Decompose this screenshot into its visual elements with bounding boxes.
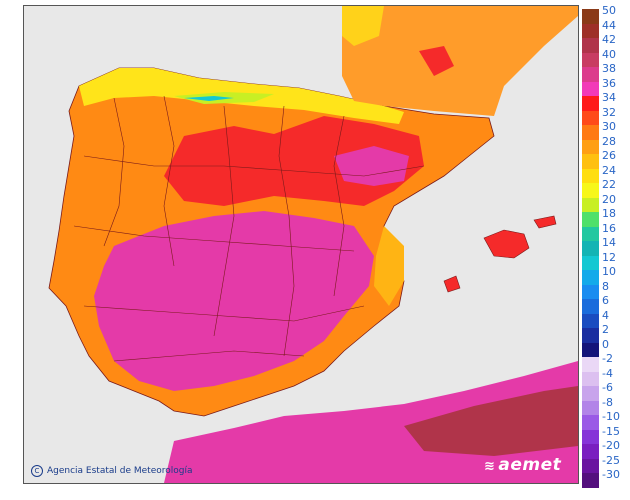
legend-label: 50 xyxy=(602,4,616,17)
legend-swatch xyxy=(582,458,599,474)
legend-label: -30 xyxy=(602,468,620,481)
legend-swatch xyxy=(582,241,599,256)
ebro-hot-core xyxy=(334,146,409,186)
legend-swatch xyxy=(582,342,599,358)
legend-swatch xyxy=(582,67,599,82)
legend-swatch xyxy=(582,96,599,111)
legend-label: 18 xyxy=(602,207,616,220)
map-canvas xyxy=(24,6,578,483)
legend-swatch xyxy=(582,415,599,430)
legend-label: -20 xyxy=(602,439,620,452)
legend-label: 20 xyxy=(602,192,616,206)
legend-swatch xyxy=(582,328,599,343)
legend-label: 36 xyxy=(602,76,616,90)
legend-label: -4 xyxy=(602,366,613,380)
france-cool xyxy=(342,6,384,46)
temperature-map xyxy=(23,5,579,484)
legend-label: 42 xyxy=(602,33,616,46)
france-hot xyxy=(419,46,454,76)
legend-swatch xyxy=(582,168,599,184)
legend-label: -15 xyxy=(602,424,620,438)
legend-swatch xyxy=(582,125,599,140)
levante-warm xyxy=(374,226,404,306)
legend-swatch xyxy=(582,444,599,459)
legend-swatch xyxy=(582,371,599,387)
legend-label: -6 xyxy=(602,381,613,394)
legend-label: -2 xyxy=(602,352,613,365)
legend-swatch xyxy=(582,313,599,329)
legend-swatch xyxy=(582,255,599,271)
france-land xyxy=(342,6,578,116)
aemet-logo-text: aemet xyxy=(498,455,562,475)
legend-swatch xyxy=(582,429,599,445)
menorca xyxy=(533,215,557,229)
legend-swatch xyxy=(582,212,599,227)
legend-label: 2 xyxy=(602,323,609,336)
copyright-icon: C xyxy=(31,465,43,477)
legend-swatch xyxy=(582,183,599,198)
legend-swatch xyxy=(582,226,599,242)
legend-label: -25 xyxy=(602,453,620,467)
africa-hot xyxy=(404,386,578,456)
legend-swatch xyxy=(582,357,599,372)
legend-label: 40 xyxy=(602,47,616,61)
legend-label: 30 xyxy=(602,120,616,133)
aemet-logo: ≋ aemet xyxy=(484,455,561,475)
legend-swatch xyxy=(582,197,599,213)
legend-swatch xyxy=(582,81,599,97)
legend-swatch xyxy=(582,386,599,401)
legend-label: 6 xyxy=(602,294,609,307)
color-legend: 50 44 42 40 38 36 34 32 30 28 26 24 22 20 18 16 14 12 10 8 6… xyxy=(582,5,628,489)
legend-swatch xyxy=(582,139,599,155)
legend-label: 34 xyxy=(602,91,616,104)
legend-swatch xyxy=(582,299,599,314)
legend-swatch xyxy=(582,154,599,169)
legend-label: 24 xyxy=(602,163,616,177)
agency-credit: C Agencia Estatal de Meteorología xyxy=(31,465,193,477)
legend-label: 0 xyxy=(602,337,609,351)
legend-swatch xyxy=(582,38,599,53)
legend-label: 32 xyxy=(602,105,616,119)
legend-swatch xyxy=(582,400,599,416)
legend-label: 14 xyxy=(602,236,616,249)
ibiza xyxy=(443,275,461,293)
pyrenees-blue xyxy=(184,96,234,101)
southern-hot-core xyxy=(94,211,374,391)
legend-swatch xyxy=(582,110,599,126)
aemet-swirl-icon: ≋ xyxy=(484,459,496,474)
legend-label: -8 xyxy=(602,395,613,409)
legend-swatch xyxy=(582,270,599,285)
legend-swatch xyxy=(582,9,599,24)
legend-label: 28 xyxy=(602,134,616,148)
legend-label: 8 xyxy=(602,279,609,293)
agency-name: Agencia Estatal de Meteorología xyxy=(47,466,193,476)
legend-label: -10 xyxy=(602,410,620,423)
legend-label: 4 xyxy=(602,308,609,322)
legend-swatch xyxy=(582,284,599,300)
legend-label: 12 xyxy=(602,250,616,264)
mallorca xyxy=(483,229,530,259)
legend-label: 10 xyxy=(602,265,616,278)
legend-label: 44 xyxy=(602,18,616,32)
legend-label: 16 xyxy=(602,221,616,235)
legend-swatch xyxy=(582,473,599,488)
legend-label: 26 xyxy=(602,149,616,162)
legend-label: 38 xyxy=(602,62,616,75)
legend-swatch xyxy=(582,23,599,39)
legend-label: 22 xyxy=(602,178,616,191)
province-lines xyxy=(73,95,425,362)
legend-swatch xyxy=(582,52,599,68)
